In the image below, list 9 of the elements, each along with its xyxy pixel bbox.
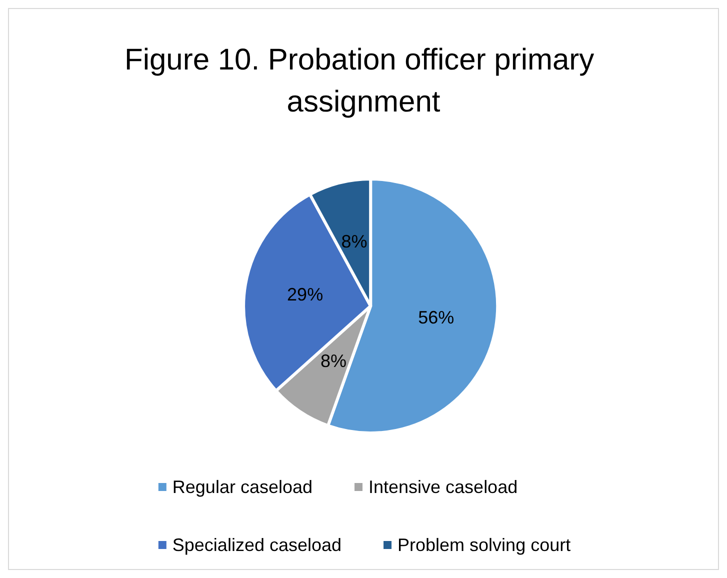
data-label: 8% xyxy=(341,232,368,252)
data-label: 29% xyxy=(287,284,324,305)
chart-title: Figure 10. Probation officer primary assignment xyxy=(124,44,602,118)
legend-label: Specialized caseload xyxy=(172,535,342,555)
data-label: 8% xyxy=(320,351,347,372)
legend-label: Regular caseload xyxy=(172,477,312,497)
legend-label: Problem solving court xyxy=(398,535,571,555)
data-label: 56% xyxy=(418,307,454,328)
legend-label: Intensive caseload xyxy=(368,477,518,497)
